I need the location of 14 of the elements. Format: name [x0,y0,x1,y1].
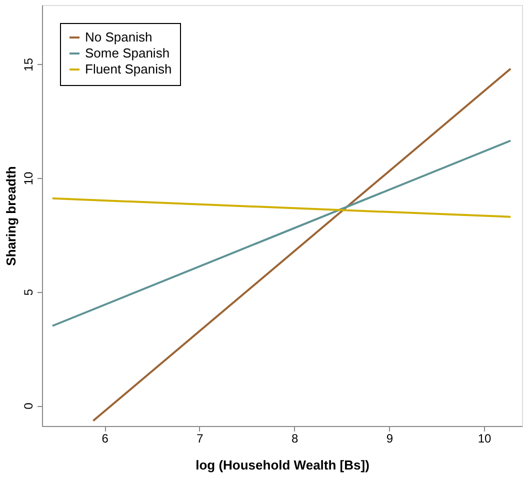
x-tick-label: 6 [102,432,109,446]
y-tick-label: 5 [22,288,36,296]
x-tick-label: 10 [478,432,492,446]
y-tick-label: 10 [22,171,36,186]
legend-label: Some Spanish [85,46,170,60]
y-tick-label: 0 [22,402,36,410]
x-tick-label: 9 [386,432,394,446]
y-axis-title: Sharing breadth [4,166,18,266]
y-tick-label: 15 [22,58,36,72]
x-axis-title: log (Household Wealth [Bs]) [196,458,370,472]
x-tick-label: 7 [196,432,204,446]
legend-label: Fluent Spanish [85,62,172,76]
legend-label: No Spanish [85,30,152,44]
x-tick-label: 8 [291,432,298,446]
